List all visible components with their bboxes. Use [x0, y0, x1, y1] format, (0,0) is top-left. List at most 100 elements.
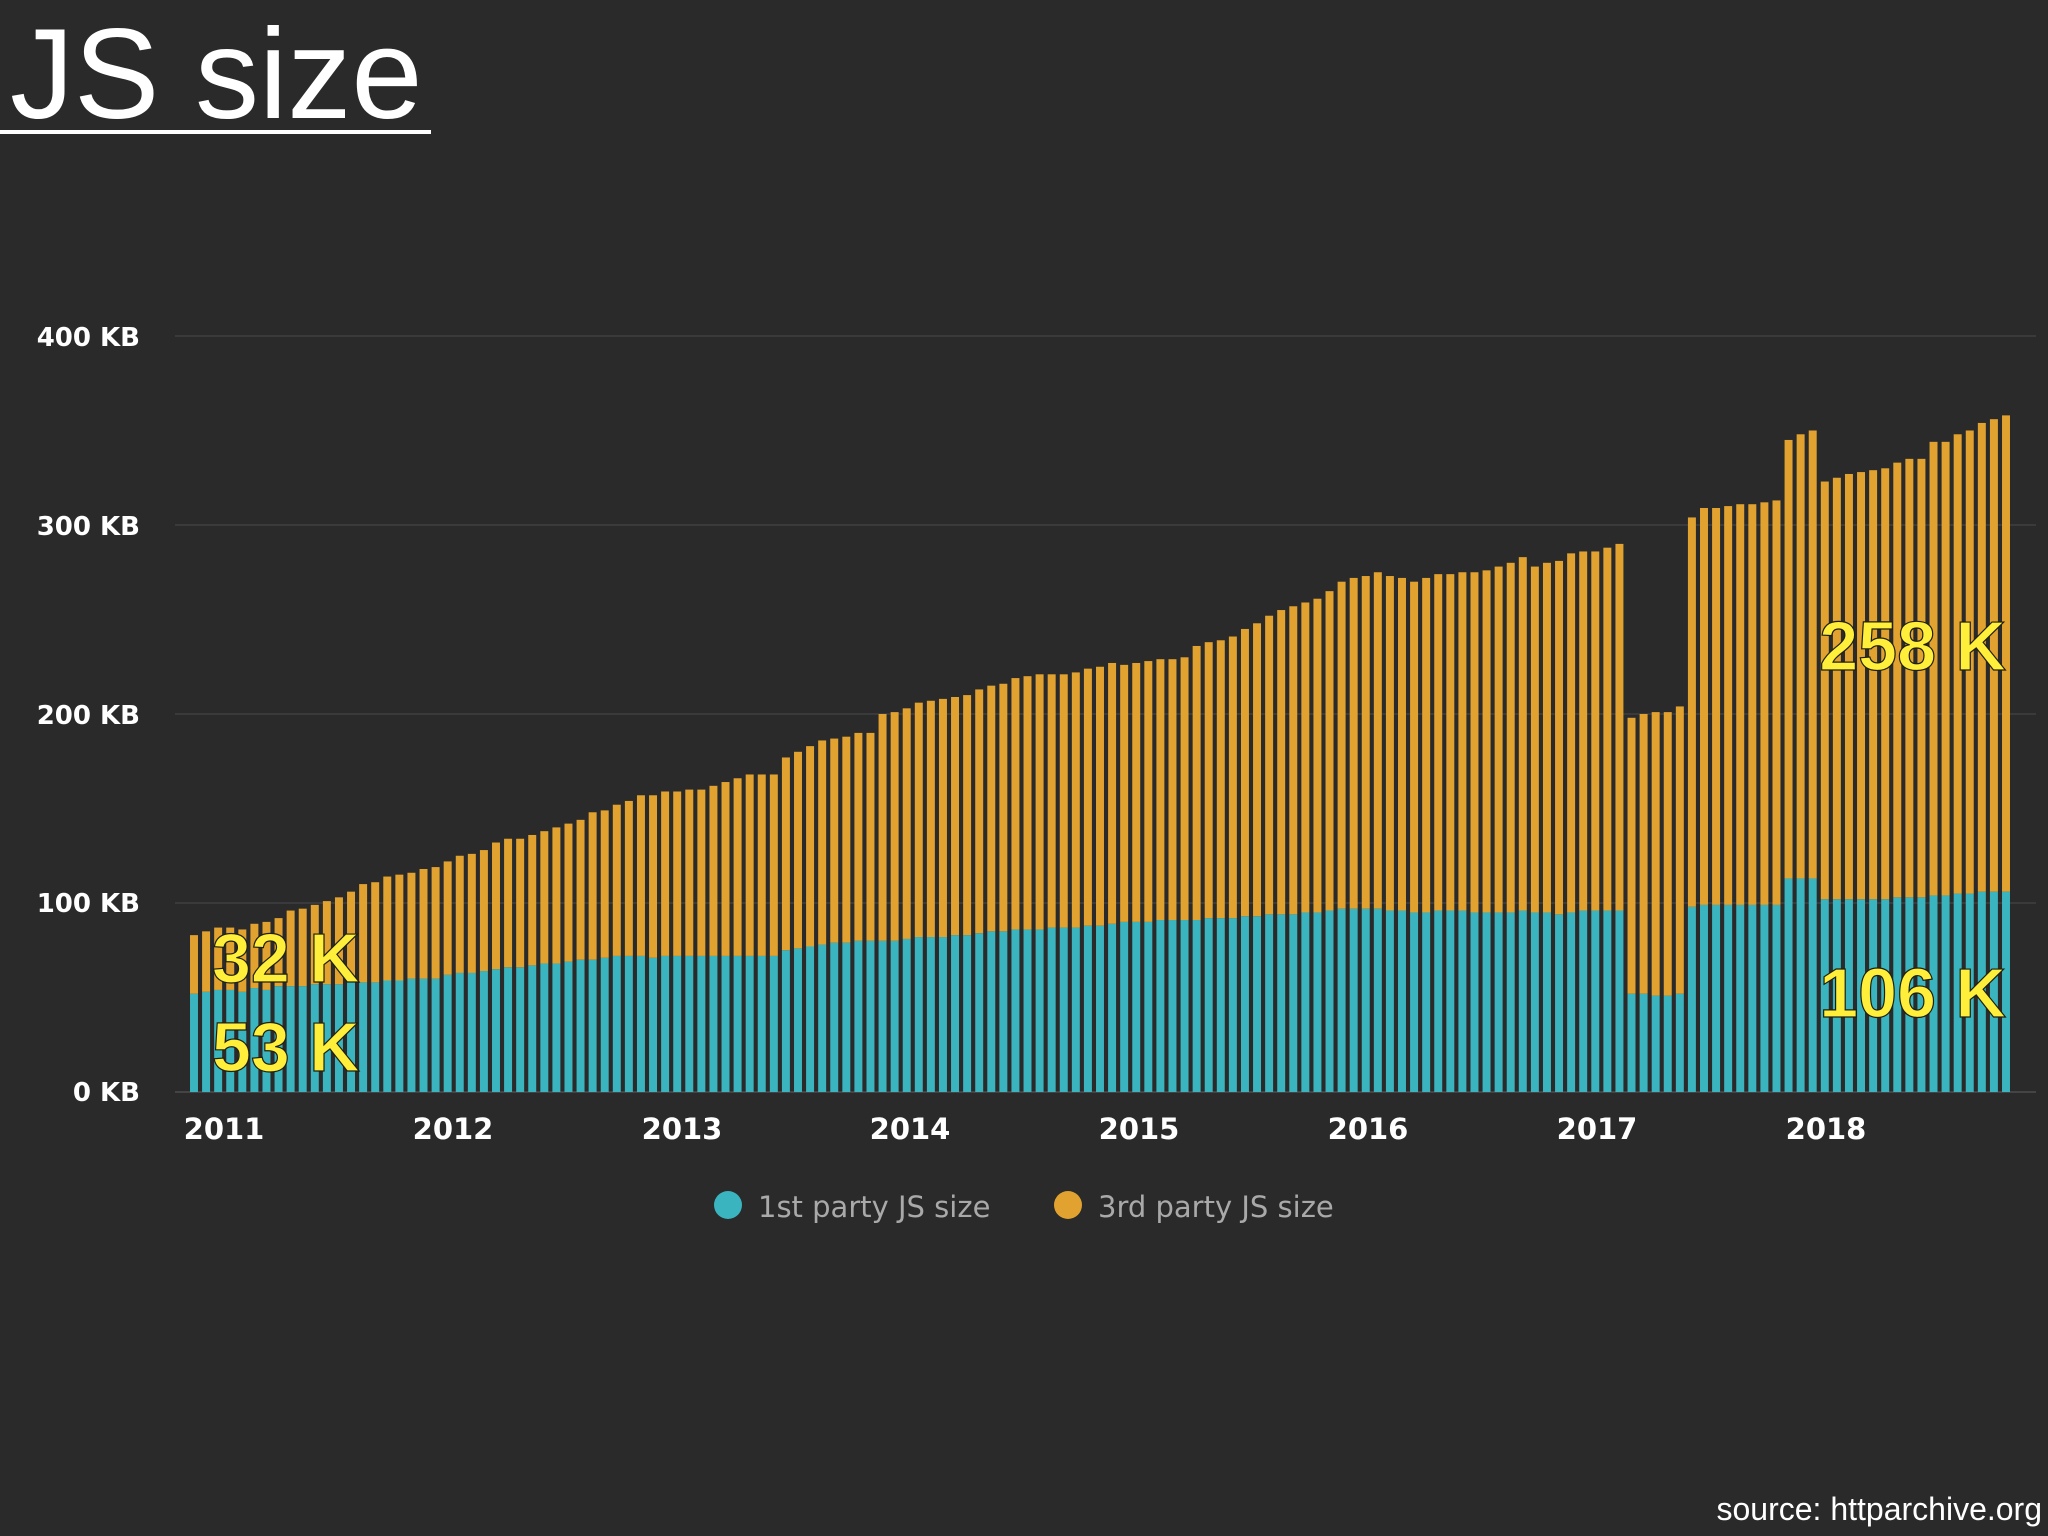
bar-third-party — [334, 897, 343, 985]
x-tick-label: 2012 — [413, 1112, 494, 1146]
bar-first-party — [1675, 993, 1684, 1092]
bar-third-party — [1398, 577, 1406, 911]
bar-third-party — [999, 683, 1008, 932]
bar-first-party — [1941, 895, 1950, 1092]
bar-third-party — [1591, 551, 1600, 911]
bar-first-party — [1410, 912, 1419, 1092]
bar-first-party — [1253, 916, 1262, 1092]
bar-first-party — [1023, 929, 1032, 1092]
bar-first-party — [1096, 925, 1104, 1092]
bar-third-party — [818, 740, 827, 945]
bar-first-party — [298, 986, 307, 1092]
bar-third-party — [1965, 430, 1974, 894]
bar-first-party — [745, 955, 754, 1092]
bar-third-party — [1796, 434, 1805, 879]
bar-third-party — [1071, 672, 1080, 928]
bar-third-party — [1204, 642, 1213, 919]
bar-first-party — [1881, 899, 1890, 1092]
bar-third-party — [1325, 591, 1334, 911]
bar-first-party — [226, 989, 235, 1092]
bar-first-party — [1591, 910, 1600, 1092]
bar-first-party — [516, 967, 525, 1092]
bar-first-party — [310, 984, 319, 1092]
bar-first-party — [1047, 927, 1056, 1092]
bar-third-party — [1265, 615, 1274, 915]
bar-third-party — [1289, 606, 1298, 915]
bar-first-party — [636, 955, 645, 1092]
bar-first-party — [1192, 920, 1201, 1092]
bar-third-party — [1035, 674, 1044, 930]
bar-third-party — [1651, 712, 1660, 996]
bar-first-party — [1736, 904, 1745, 1092]
bar-first-party — [1820, 899, 1829, 1092]
bar-third-party — [636, 795, 645, 956]
bar-third-party — [781, 757, 790, 951]
bar-third-party — [1313, 598, 1322, 913]
bar-third-party — [1144, 661, 1153, 922]
annotation-1st-party-start: 53 K — [212, 1008, 360, 1086]
bar-third-party — [709, 785, 718, 956]
bar-first-party — [1506, 912, 1515, 1092]
bar-third-party — [721, 782, 730, 956]
bars — [190, 415, 2010, 1092]
bar-third-party — [479, 850, 488, 972]
bar-first-party — [1434, 910, 1443, 1092]
bar-first-party — [1337, 908, 1346, 1092]
bar-first-party — [1494, 912, 1503, 1092]
bar-third-party — [1579, 551, 1588, 911]
bar-third-party — [1977, 422, 1986, 892]
bar-first-party — [431, 978, 440, 1092]
bar-first-party — [1277, 914, 1286, 1092]
bar-first-party — [854, 940, 863, 1092]
bar-first-party — [1639, 993, 1648, 1092]
bar-first-party — [479, 971, 488, 1092]
bar-first-party — [1784, 878, 1793, 1092]
bar-third-party — [661, 791, 670, 956]
bar-third-party — [902, 708, 911, 939]
bar-third-party — [1228, 636, 1237, 919]
bar-third-party — [419, 868, 428, 979]
bar-third-party — [1422, 577, 1431, 913]
bar-third-party — [202, 931, 211, 992]
bar-first-party — [1748, 904, 1757, 1092]
bar-third-party — [878, 714, 887, 941]
bar-third-party — [1096, 666, 1104, 926]
bar-third-party — [1712, 507, 1721, 905]
bar-third-party — [588, 812, 597, 960]
bar-first-party — [2002, 891, 2010, 1092]
bar-first-party — [975, 933, 984, 1092]
bar-first-party — [938, 937, 947, 1092]
bar-third-party — [975, 689, 984, 934]
bar-first-party — [1325, 910, 1334, 1092]
bar-third-party — [1192, 645, 1201, 921]
bar-third-party — [1953, 434, 1962, 894]
bar-third-party — [1361, 576, 1370, 909]
bar-first-party — [540, 963, 549, 1092]
bar-third-party — [286, 910, 295, 987]
bar-first-party — [624, 955, 633, 1092]
bar-first-party — [1857, 899, 1866, 1092]
bar-third-party — [1603, 547, 1612, 911]
bar-first-party — [902, 938, 911, 1092]
bar-third-party — [250, 923, 259, 989]
y-tick-label: 200 KB — [37, 701, 140, 731]
bar-third-party — [395, 874, 404, 981]
bar-first-party — [1796, 878, 1805, 1092]
bar-third-party — [1615, 543, 1624, 911]
bar-third-party — [1059, 674, 1068, 928]
bar-first-party — [600, 957, 609, 1092]
legend-swatch-first-party — [714, 1191, 742, 1219]
bar-third-party — [576, 819, 585, 960]
bar-first-party — [1518, 910, 1527, 1092]
bar-third-party — [1542, 562, 1551, 913]
bar-first-party — [1035, 929, 1044, 1092]
bar-third-party — [1446, 574, 1455, 911]
bar-third-party — [866, 732, 875, 941]
bar-third-party — [1675, 706, 1684, 994]
bar-third-party — [238, 929, 247, 992]
y-tick-label: 100 KB — [37, 889, 140, 919]
bar-third-party — [600, 810, 609, 958]
bar-first-party — [1869, 899, 1878, 1092]
bar-first-party — [1361, 908, 1370, 1092]
bar-first-party — [395, 980, 404, 1092]
